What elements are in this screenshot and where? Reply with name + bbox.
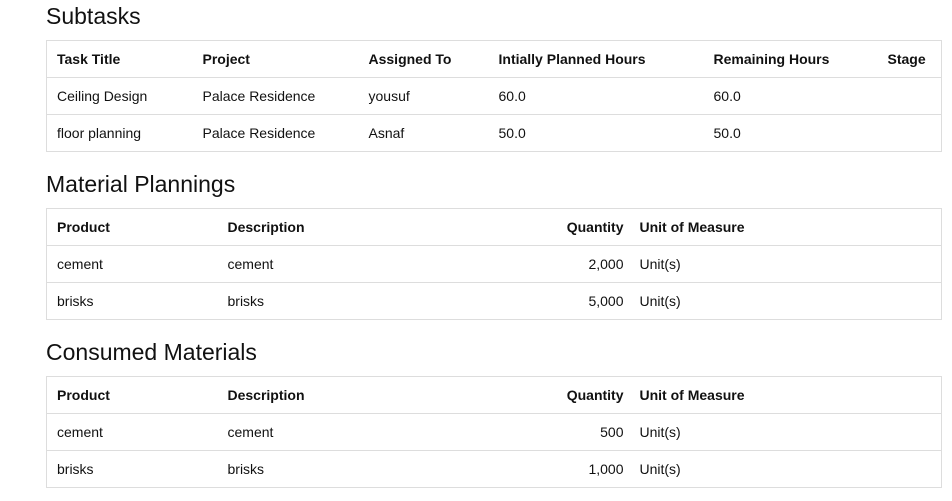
cell: floor planning — [46, 114, 193, 152]
material-plannings-table: Product Description Quantity Unit of Mea… — [46, 208, 942, 320]
cell: cement — [46, 245, 218, 283]
cell: Asnaf — [358, 114, 489, 152]
cell: Ceiling Design — [46, 77, 193, 115]
cell: yousuf — [358, 77, 489, 115]
cell: 500 — [549, 413, 630, 451]
column-header: Project — [192, 40, 359, 78]
cell: cement — [217, 413, 550, 451]
cell: Unit(s) — [629, 245, 942, 283]
column-header: Unit of Measure — [629, 376, 942, 414]
cell: Palace Residence — [192, 114, 359, 152]
table-row[interactable]: brisks brisks 5,000 Unit(s) — [46, 282, 942, 320]
cell: brisks — [46, 282, 218, 320]
cell: 50.0 — [488, 114, 704, 152]
column-header: Product — [46, 208, 218, 246]
column-header: Task Title — [46, 40, 193, 78]
cell — [877, 77, 942, 115]
table-header-row: Task Title Project Assigned To Intially … — [46, 40, 942, 78]
material-plannings-heading: Material Plannings — [46, 171, 236, 197]
cell: 50.0 — [703, 114, 878, 152]
table-row[interactable]: cement cement 500 Unit(s) — [46, 413, 942, 451]
cell: Unit(s) — [629, 413, 942, 451]
cell: Palace Residence — [192, 77, 359, 115]
cell: brisks — [217, 450, 550, 488]
column-header: Product — [46, 376, 218, 414]
subtasks-table: Task Title Project Assigned To Intially … — [46, 40, 942, 152]
column-header: Intially Planned Hours — [488, 40, 704, 78]
subtasks-heading: Subtasks — [46, 3, 141, 29]
column-header: Description — [217, 376, 550, 414]
column-header: Remaining Hours — [703, 40, 878, 78]
cell: 1,000 — [549, 450, 630, 488]
table-header-row: Product Description Quantity Unit of Mea… — [46, 208, 942, 246]
table-row[interactable]: floor planning Palace Residence Asnaf 50… — [46, 114, 942, 152]
cell: 5,000 — [549, 282, 630, 320]
table-row[interactable]: Ceiling Design Palace Residence yousuf 6… — [46, 77, 942, 115]
column-header: Stage — [877, 40, 942, 78]
column-header: Assigned To — [358, 40, 489, 78]
consumed-materials-table: Product Description Quantity Unit of Mea… — [46, 376, 942, 488]
cell: cement — [46, 413, 218, 451]
table-header-row: Product Description Quantity Unit of Mea… — [46, 376, 942, 414]
cell: Unit(s) — [629, 282, 942, 320]
table-row[interactable]: brisks brisks 1,000 Unit(s) — [46, 450, 942, 488]
consumed-materials-heading: Consumed Materials — [46, 339, 257, 365]
column-header: Unit of Measure — [629, 208, 942, 246]
cell: brisks — [217, 282, 550, 320]
cell — [877, 114, 942, 152]
column-header: Description — [217, 208, 550, 246]
cell: 60.0 — [703, 77, 878, 115]
table-row[interactable]: cement cement 2,000 Unit(s) — [46, 245, 942, 283]
cell: brisks — [46, 450, 218, 488]
cell: 60.0 — [488, 77, 704, 115]
column-header: Quantity — [549, 376, 630, 414]
column-header: Quantity — [549, 208, 630, 246]
cell: 2,000 — [549, 245, 630, 283]
cell: cement — [217, 245, 550, 283]
cell: Unit(s) — [629, 450, 942, 488]
